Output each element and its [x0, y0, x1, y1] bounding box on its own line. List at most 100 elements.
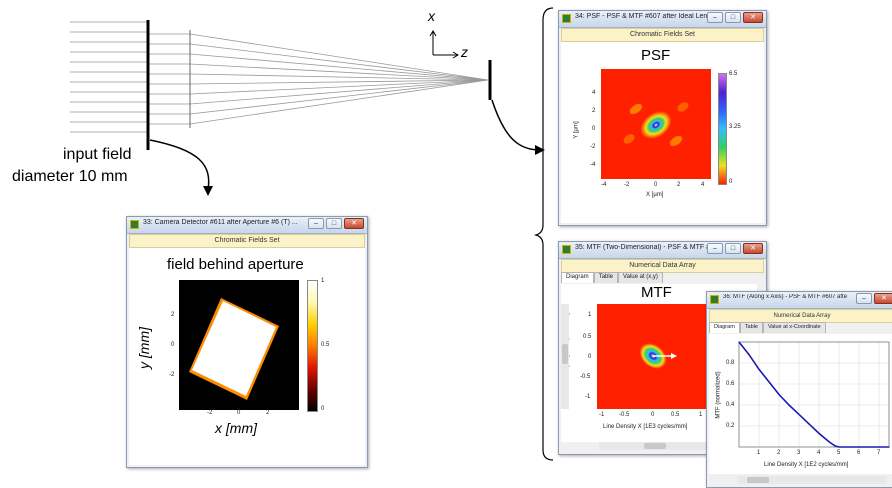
mtf2d-plot-title: MTF	[641, 284, 672, 301]
input-rays	[70, 21, 190, 133]
tab-value-at-xy[interactable]: Value at (x,y)	[618, 272, 663, 283]
scroll-thumb[interactable]	[644, 443, 666, 449]
psf-plot-area: PSF -4 -2 0 2 4 4 2	[561, 42, 764, 223]
mtf1d-ylabel: MTF (normalized)	[715, 371, 722, 419]
colorbar-tick: 0	[321, 406, 325, 412]
scroll-thumb[interactable]	[562, 344, 568, 364]
mtf2d-window-titlebar[interactable]: 35: MTF (Two-Dimensional) - PSF & MTF #6…	[559, 242, 766, 259]
tick-label: 4	[701, 182, 705, 188]
tick-label: -0.5	[580, 374, 591, 380]
psf-window[interactable]: 34: PSF - PSF & MTF #607 after Ideal Len…	[558, 10, 767, 226]
tick-label: 0	[651, 412, 655, 418]
mtf-data-point	[748, 354, 750, 356]
mtf1d-window-titlebar[interactable]: 36: MTF (Along x Axis) - PSF & MTF #607 …	[707, 292, 892, 309]
psf-window-titlebar[interactable]: 34: PSF - PSF & MTF #607 after Ideal Len…	[559, 11, 766, 28]
camera-detector-window[interactable]: 33: Camera Detector #611 after Aperture …	[126, 216, 368, 468]
mtf-data-point	[798, 413, 800, 416]
tab-table[interactable]: Table	[593, 272, 619, 283]
mtf-series	[738, 341, 890, 448]
tick-label: 2	[592, 108, 596, 114]
mtf2d-window-subtitle: Numerical Data Array	[561, 259, 764, 273]
coordinate-axes	[429, 30, 459, 59]
close-button[interactable]: ✕	[874, 293, 892, 304]
app-icon	[710, 295, 719, 304]
camera-plot-area: field behind aperture -2 0 2 2 0 -2 x [m…	[129, 248, 365, 465]
minimize-button[interactable]: –	[308, 218, 324, 229]
psf-window-subtitle: Chromatic Fields Set	[561, 28, 764, 42]
tick-label: 0	[588, 354, 592, 360]
results-brace	[533, 7, 554, 461]
mtf-along-x-window[interactable]: 36: MTF (Along x Axis) - PSF & MTF #607 …	[706, 291, 892, 488]
x-tick-label: 7	[877, 450, 881, 456]
mtf1d-horizontal-scrollbar[interactable]	[737, 476, 887, 484]
x-tick-label: 5	[837, 450, 841, 456]
arrow-to-result-windows	[491, 99, 541, 151]
mtf2d-window-title: 35: MTF (Two-Dimensional) - PSF & MTF #6…	[575, 244, 707, 251]
app-icon	[562, 14, 571, 23]
mtf-data-point	[828, 441, 830, 443]
x-tick-label: 2	[777, 450, 781, 456]
close-button[interactable]: ✕	[344, 218, 364, 229]
mtf-data-point	[818, 432, 820, 434]
colorbar-tick: 6.5	[729, 71, 738, 77]
camera-ylabel: y [mm]	[136, 327, 152, 369]
mtf2d-vertical-scrollbar[interactable]	[561, 304, 569, 409]
mtf1d-xlabel: Line Density X [1E2 cycles/mm]	[764, 462, 849, 468]
colorbar-tick: 0	[729, 179, 733, 185]
maximize-button[interactable]: □	[725, 12, 741, 23]
tick-label: -2	[207, 410, 213, 416]
y-tick-label: 0.8	[726, 360, 735, 366]
arrow-to-camera-window	[149, 139, 210, 191]
converging-rays	[189, 33, 489, 125]
input-field-label-line1: input field	[63, 146, 132, 163]
mtf-series-line	[738, 341, 889, 448]
minimize-button[interactable]: –	[707, 12, 723, 23]
x-tick-label: 3	[797, 450, 801, 456]
app-icon	[562, 245, 571, 254]
camera-field-plot	[179, 280, 299, 410]
mtf-data-point	[858, 446, 860, 448]
colorbar-tick: 3.25	[729, 124, 741, 130]
minimize-button[interactable]: –	[856, 293, 872, 304]
mtf-data-point	[778, 393, 780, 396]
scroll-thumb[interactable]	[747, 477, 769, 483]
mtf2d-heatmap	[597, 304, 707, 409]
tick-label: -2	[169, 372, 175, 378]
mtf2d-horizontal-scrollbar[interactable]	[599, 442, 709, 450]
tab-diagram[interactable]: Diagram	[561, 272, 594, 283]
mtf-data-point	[888, 446, 890, 448]
mtf-line-chart	[738, 341, 890, 448]
tick-label: 4	[592, 90, 596, 96]
x-tick-label: 1	[757, 450, 761, 456]
y-tick-label: 0.6	[726, 381, 735, 387]
maximize-button[interactable]: □	[326, 218, 342, 229]
tick-label: 2	[677, 182, 681, 188]
x-tick-label: 6	[857, 450, 861, 456]
tick-label: 2	[266, 410, 270, 416]
minimize-button[interactable]: –	[707, 243, 723, 254]
tick-label: -4	[590, 162, 596, 168]
colorbar-tick: 0.5	[321, 342, 330, 348]
tick-label: 0.5	[671, 412, 680, 418]
tick-label: 2	[171, 312, 175, 318]
tab-table[interactable]: Table	[739, 322, 763, 333]
maximize-button[interactable]: □	[725, 243, 741, 254]
tick-label: -4	[601, 182, 607, 188]
psf-ylabel: Y [µm]	[573, 121, 580, 139]
mtf1d-window-title: 36: MTF (Along x Axis) - PSF & MTF #607 …	[723, 294, 847, 300]
aperture-field	[192, 301, 276, 396]
psf-colorbar	[718, 73, 727, 185]
camera-plot-title: field behind aperture	[167, 256, 304, 273]
y-tick-label: 0.2	[726, 423, 735, 429]
close-button[interactable]: ✕	[743, 243, 763, 254]
tab-diagram[interactable]: Diagram	[709, 322, 740, 333]
tick-label: -0.5	[619, 412, 630, 418]
tick-label: -2	[590, 144, 596, 150]
camera-window-titlebar[interactable]: 33: Camera Detector #611 after Aperture …	[127, 217, 367, 234]
tab-value-at-x[interactable]: Value at x-Coordinate	[762, 322, 826, 333]
close-button[interactable]: ✕	[743, 12, 763, 23]
psf-heatmap	[601, 69, 711, 179]
axis-z-label: z	[461, 44, 468, 60]
mtf-data-point	[808, 423, 810, 425]
